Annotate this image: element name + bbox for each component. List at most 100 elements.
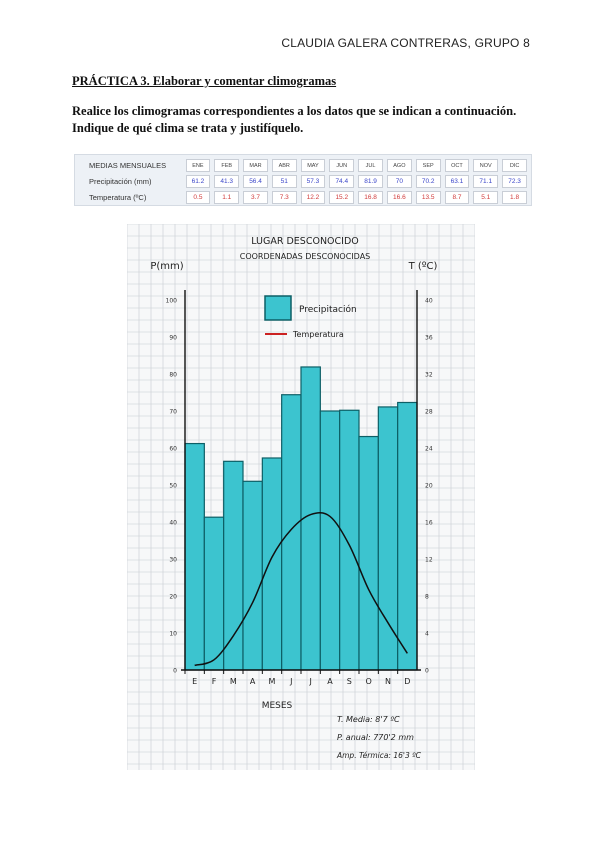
month-cell: ABR [271, 159, 297, 172]
temp-cell: 12.2 [300, 191, 326, 204]
y2-tick-label: 0 [425, 668, 429, 675]
temp-cell: 16.6 [386, 191, 412, 204]
precip-cell: 51 [271, 175, 297, 188]
precip-label: Precipitación (mm) [89, 177, 152, 186]
climogram-chart: LUGAR DESCONOCIDO COORDENADAS DESCONOCID… [126, 223, 476, 770]
month-cell: SEP [415, 159, 441, 172]
temp-cell: 1.8 [502, 191, 527, 204]
month-cell: JUN [329, 159, 355, 172]
temp-label: Temperatura (ºC) [89, 193, 147, 202]
temp-cell: 7.3 [271, 191, 297, 204]
precip-bar [339, 409, 360, 671]
y-tick-label: 90 [169, 335, 177, 342]
precip-bar [377, 406, 399, 671]
precip-cell: 61.2 [185, 175, 211, 188]
y2-tick-label: 24 [425, 446, 433, 453]
precip-row: Precipitación (mm) 61.2 41.3 56.4 51 57.… [83, 175, 527, 188]
y-tick-label: 10 [169, 631, 177, 638]
precip-bar [319, 410, 341, 671]
practice-title: PRÁCTICA 3. Elaborar y comentar climogra… [72, 74, 337, 88]
x-tick-label: E [192, 677, 197, 686]
precip-bar [203, 516, 225, 671]
temp-cell: 13.5 [415, 191, 441, 204]
x-tick-label: A [327, 677, 333, 686]
x-tick-label: J [289, 677, 292, 686]
precip-bar [261, 457, 283, 671]
table-header-row: MEDIAS MENSUALES ENE FEB MAR ABR MAY JUN… [83, 159, 527, 172]
y2-tick-label: 40 [425, 298, 433, 305]
temp-cell: 1.1 [214, 191, 240, 204]
legend-precip-swatch [264, 295, 292, 321]
instruction-line-2: Indique de qué clima se trata y justifíq… [72, 121, 304, 135]
instruction-line-1: Realice los climogramas correspondientes… [72, 104, 517, 118]
precip-cell: 81.9 [358, 175, 383, 188]
y2-tick-label: 20 [425, 483, 433, 490]
y2-tick-label: 4 [425, 631, 429, 638]
y-tick-label: 30 [169, 557, 177, 564]
y-axis-label: P(mm) [150, 261, 183, 272]
y2-tick-label: 16 [425, 520, 433, 527]
y-tick-label: 40 [169, 520, 177, 527]
month-cell: OCT [444, 159, 470, 172]
temp-cell: 8.7 [444, 191, 470, 204]
precip-cell: 70 [386, 175, 412, 188]
temp-cell: 3.7 [243, 191, 268, 204]
chart-ticks: 0 10 20 30 40 50 60 70 80 90 100 0 4 8 12 16 20 24 28 32 36 4… [166, 298, 433, 687]
x-tick-label: J [308, 677, 311, 686]
month-cell: FEB [214, 159, 240, 172]
precip-cell: 74.4 [329, 175, 355, 188]
y-tick-label: 100 [166, 298, 178, 305]
y-tick-label: 70 [169, 409, 177, 416]
y-tick-label: 80 [169, 372, 177, 379]
y2-axis-label: T (ºC) [408, 261, 438, 272]
table-header-label: MEDIAS MENSUALES [89, 161, 167, 170]
precip-bar [184, 442, 205, 671]
y2-tick-label: 36 [425, 335, 433, 342]
temp-cell: 5.1 [473, 191, 499, 204]
precip-cell: 41.3 [214, 175, 240, 188]
precip-cell: 70.2 [415, 175, 441, 188]
temp-cell: 15.2 [329, 191, 355, 204]
y2-tick-label: 28 [425, 409, 433, 416]
temp-cell: 16.8 [358, 191, 383, 204]
precip-bar [223, 460, 244, 671]
precip-cell: 72.3 [502, 175, 527, 188]
x-tick-label: F [212, 677, 217, 686]
month-cell: DIC [502, 159, 527, 172]
month-cell: ENE [185, 159, 211, 172]
legend-precip-label: Precipitación [299, 304, 357, 315]
x-tick-label: S [347, 677, 352, 686]
precip-cell: 63.1 [444, 175, 470, 188]
chart-title: LUGAR DESCONOCIDO [251, 236, 359, 247]
y2-tick-label: 12 [425, 557, 433, 564]
month-cell: NOV [473, 159, 499, 172]
x-tick-label: A [250, 677, 256, 686]
x-tick-label: D [404, 677, 410, 686]
y-tick-label: 60 [169, 446, 177, 453]
y-tick-label: 50 [169, 483, 177, 490]
precip-bar [242, 480, 263, 671]
month-cell: MAR [243, 159, 268, 172]
x-tick-label: N [385, 677, 391, 686]
note-mean-temp: T. Media: 8'7 ºC [337, 715, 400, 724]
y-tick-label: 0 [173, 668, 177, 675]
temp-cell: 0.5 [185, 191, 211, 204]
precipitation-bars [184, 366, 418, 671]
precip-bar [397, 401, 418, 671]
chart-legend: Precipitación Temperatura [264, 295, 357, 339]
month-cell: AGO [386, 159, 412, 172]
precip-bar [281, 394, 302, 671]
precip-bar [358, 435, 379, 671]
y2-tick-label: 8 [425, 594, 429, 601]
month-cell: JUL [358, 159, 383, 172]
note-thermal-amplitude: Amp. Térmica: 16'3 ºC [336, 751, 422, 760]
chart-subtitle: COORDENADAS DESCONOCIDAS [240, 252, 371, 261]
y2-tick-label: 32 [425, 372, 433, 379]
precip-cell: 57.3 [300, 175, 326, 188]
note-annual-precip: P. anual: 770'2 mm [337, 733, 414, 742]
temperature-line [194, 512, 408, 667]
x-tick-label: M [230, 677, 237, 686]
month-cell: MAY [300, 159, 326, 172]
x-tick-label: O [366, 677, 372, 686]
x-tick-label: M [269, 677, 276, 686]
